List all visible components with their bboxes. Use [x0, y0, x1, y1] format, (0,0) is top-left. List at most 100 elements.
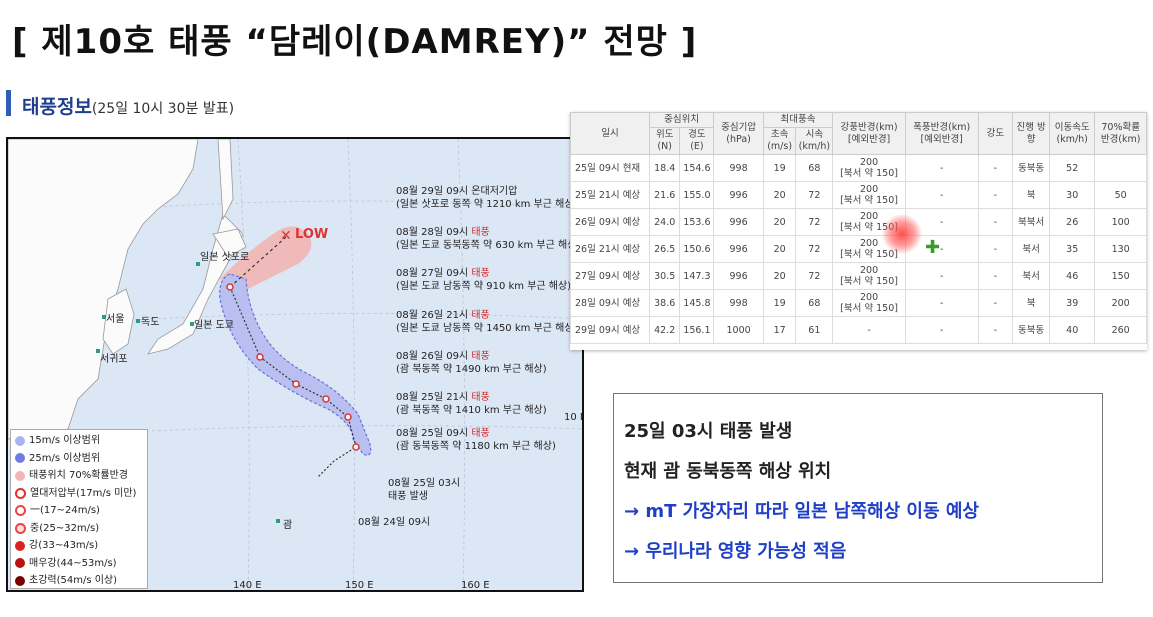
city-label-seoul: 서울	[106, 314, 125, 325]
forecast-label-26-09: 08월 26일 09시 태풍 (괌 북동쪽 약 1490 km 부근 해상)	[396, 350, 547, 376]
extratropical-track	[229, 236, 287, 288]
legend-label: 중(25~32m/s)	[30, 522, 100, 534]
table-cell-spd: 46	[1049, 262, 1096, 290]
table-cell-dir: 북	[1012, 181, 1051, 209]
table-cell-prob: 150	[1094, 262, 1147, 290]
legend-label: 태풍위치 70%확률반경	[29, 470, 129, 481]
table-cell-time: 28일 09시 예상	[570, 289, 650, 317]
table-cell-prob: 130	[1094, 235, 1147, 263]
table-cell-r1: -	[832, 316, 906, 344]
table-cell-ms: 19	[762, 154, 797, 182]
table-cell-dir: 북북서	[1012, 208, 1051, 236]
table-cell-r2: -	[904, 154, 979, 182]
legend-item: 15m/s 이상범위	[15, 432, 143, 450]
col-header-lon: 경도 (E)	[679, 127, 715, 155]
legend-swatch-icon	[15, 522, 26, 534]
table-cell-ms: 20	[762, 262, 797, 290]
table-cell-p: 998	[713, 289, 764, 317]
low-label: LOW	[295, 227, 329, 242]
forecast-tag: 태풍	[471, 268, 490, 279]
table-cell-ms: 20	[762, 235, 797, 263]
table-cell-spd: 30	[1049, 181, 1096, 209]
table-row: 25일 09시 현재 18.4 154.6 998 19 68 200 [북서 약 150] -…	[570, 154, 1147, 182]
table-cell-kmh: 72	[795, 181, 834, 209]
table-cell-spd: 40	[1049, 316, 1096, 344]
col-header-center: 중심위치	[648, 112, 715, 128]
typhoon-track-map: ✕ LOW 일본 삿포로 일본 도쿄 서울 독도 서귀포 괌 140 E 150…	[6, 137, 584, 592]
table-cell-r2: -	[904, 289, 979, 317]
table-cell-ms: 20	[762, 208, 797, 236]
forecast-time: 08월 27일 09시	[396, 268, 472, 279]
legend-swatch-icon	[15, 487, 26, 499]
summary-box: 25일 03시 태풍 발생 현재 괌 동북동쪽 해상 위치 → mT 가장자리 …	[613, 393, 1103, 583]
legend-item: 열대저압부(17m/s 미만)	[15, 485, 143, 503]
radius-value: 200	[860, 292, 879, 303]
table-cell-spd: 39	[1049, 289, 1096, 317]
lon-label-150: 150 E	[345, 580, 374, 591]
forecast-time: 08월 26일 21시	[396, 310, 472, 321]
table-cell-int: -	[977, 289, 1014, 317]
table-cell-int: -	[977, 235, 1014, 263]
table-cell-r2: -	[904, 316, 979, 344]
table-cell-int: -	[977, 208, 1014, 236]
table-row: 25일 21시 예상 21.6 155.0 996 20 72 200 [북서 약 150] -…	[570, 181, 1147, 209]
table-cell-prob	[1094, 154, 1147, 182]
col-header-time: 일시	[570, 112, 650, 155]
legend-item: 초강력(54m/s 이상)	[15, 572, 143, 590]
legend-item: 강(33~43m/s)	[15, 537, 143, 555]
summary-line: → 우리나라 영향 가능성 적음	[624, 541, 847, 562]
section-accent-bar	[6, 90, 11, 116]
table-cell-kmh: 72	[795, 208, 834, 236]
col-header-kmh: 시속 (km/h)	[795, 127, 834, 155]
hokkaido-landmass	[212, 228, 247, 258]
col-header-prob: 70%확률 반경(km)	[1094, 112, 1147, 155]
table-cell-lat: 30.5	[648, 262, 681, 290]
table-cell-ms: 19	[762, 289, 797, 317]
summary-line: 25일 03시 태풍 발생	[624, 421, 793, 442]
track-point	[322, 395, 330, 403]
forecast-time: 08월 26일 09시	[396, 351, 472, 362]
table-cell-time: 26일 09시 예상	[570, 208, 650, 236]
forecast-time: 08월 28일 09시	[396, 227, 472, 238]
radius-exception: [북서 약 150]	[840, 276, 898, 287]
table-cell-time: 26일 21시 예상	[570, 235, 650, 263]
city-marker	[96, 349, 100, 353]
table-cell-lon: 147.3	[679, 262, 715, 290]
table-cell-dir: 북	[1012, 289, 1051, 317]
table-cell-p: 996	[713, 262, 764, 290]
table-cell-r2: -	[904, 181, 979, 209]
legend-label: 초강력(54m/s 이상)	[29, 575, 118, 586]
table-cell-kmh: 72	[795, 262, 834, 290]
typhoon-track	[229, 286, 357, 478]
table-cell-prob: 260	[1094, 316, 1147, 344]
probability-radius	[220, 226, 312, 289]
asia-landmass	[8, 139, 199, 440]
legend-label: 25m/s 이상범위	[29, 452, 101, 464]
table-cell-time: 25일 21시 예상	[570, 181, 650, 209]
table-cell-lon: 153.6	[679, 208, 715, 236]
radius-value: 200	[860, 265, 879, 276]
radius-exception: [북서 약 150]	[840, 222, 898, 233]
col-header-maxwind: 최대풍속	[762, 112, 834, 128]
korea-landmass	[102, 288, 135, 355]
city-label-guam: 괌	[283, 520, 293, 531]
forecast-label-25-21: 08월 25일 21시 태풍 (괌 북동쪽 약 1410 km 부근 해상)	[396, 391, 547, 417]
table-cell-p: 998	[713, 154, 764, 182]
past-time: 08월 25일 03시	[388, 478, 461, 489]
table-cell-dir: 북서	[1012, 235, 1051, 263]
table-cell-spd: 35	[1049, 235, 1096, 263]
col-header-ms: 초속 (m/s)	[762, 127, 797, 155]
city-label-seogwipo: 서귀포	[100, 354, 128, 365]
table-cell-int: -	[977, 316, 1014, 344]
legend-swatch-icon	[15, 505, 26, 517]
track-point	[292, 380, 300, 388]
city-marker	[190, 322, 194, 326]
table-cell-spd: 52	[1049, 154, 1096, 182]
map-legend: 15m/s 이상범위 25m/s 이상범위 태풍위치 70%확률반경 열대저압부…	[10, 429, 148, 589]
table-cell-p: 996	[713, 181, 764, 209]
forecast-label-29-09: 08월 29일 09시 온대저기압 (일본 삿포로 동쪽 약 1210 km 부근…	[396, 185, 577, 211]
table-cell-kmh: 68	[795, 289, 834, 317]
radius-value: 200	[860, 184, 879, 195]
table-cell-lat: 26.5	[648, 235, 681, 263]
radius-exception: [북서 약 150]	[840, 249, 898, 260]
